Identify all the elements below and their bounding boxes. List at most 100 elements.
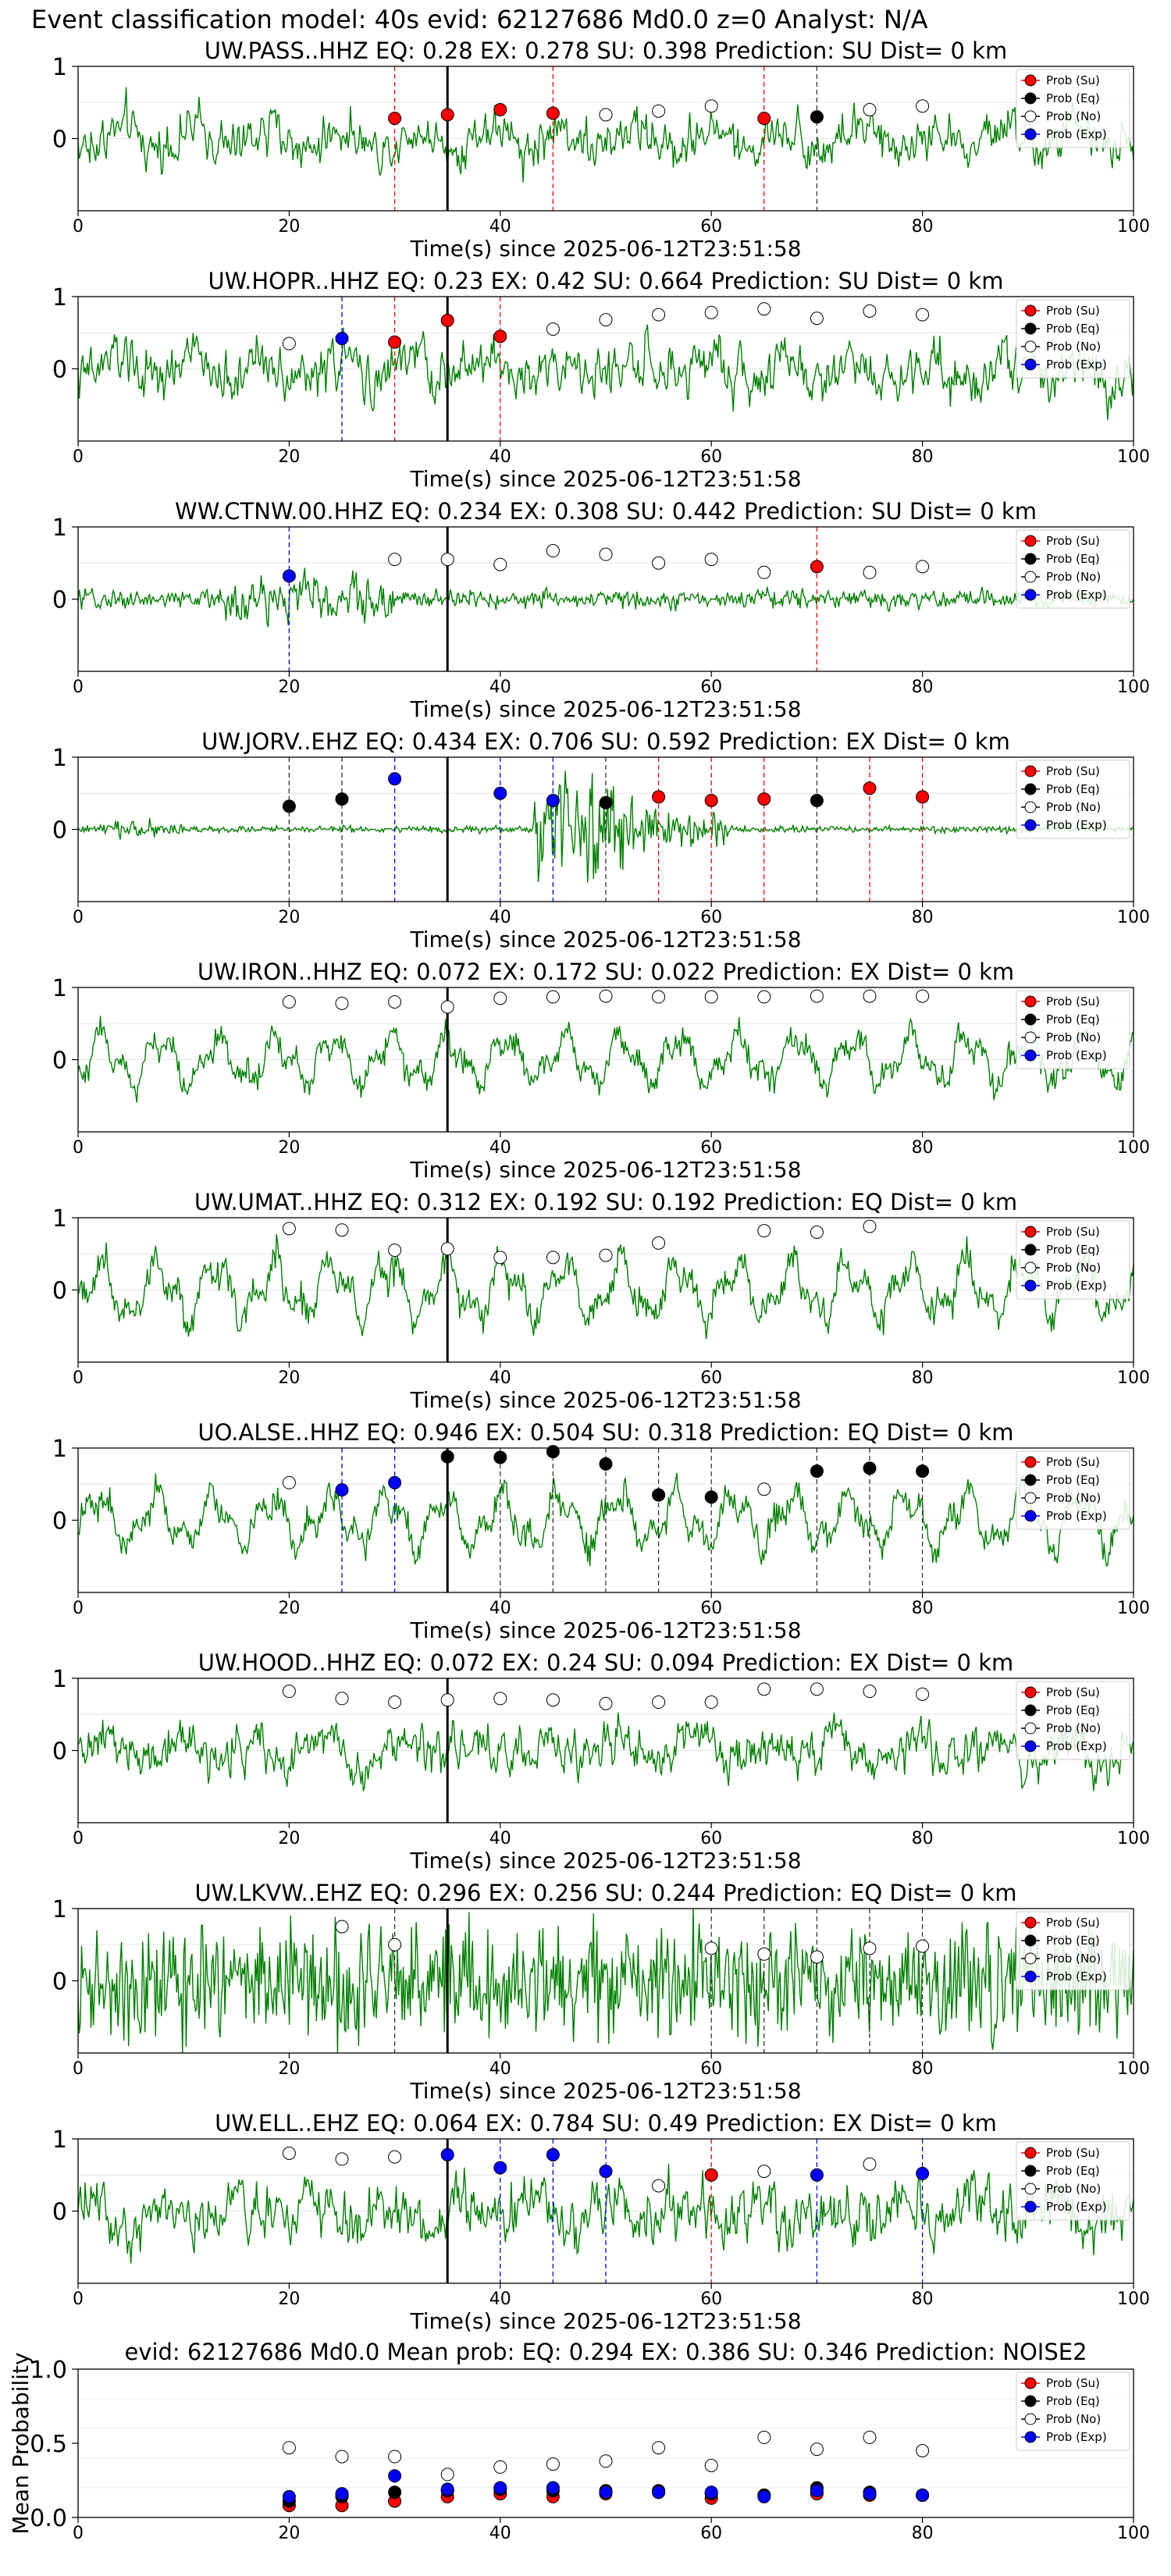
mean-point-no [335, 2450, 349, 2464]
x-tick-label: 100 [1117, 1599, 1150, 1618]
prob-marker-su [757, 792, 771, 806]
legend-marker-exp [1024, 1740, 1037, 1752]
x-tick-label: 80 [912, 2059, 934, 2079]
x-tick-label: 40 [489, 2290, 511, 2309]
y-tick-label: 0 [52, 1969, 67, 1996]
legend-marker-eq [1024, 1934, 1037, 1947]
prob-marker-no [440, 1000, 454, 1014]
prob-marker-su [493, 103, 507, 116]
mean-point-no [282, 2441, 296, 2455]
x-tick-label: 20 [278, 908, 300, 927]
legend-box [1016, 2141, 1130, 2221]
legend-marker-no [1024, 1722, 1037, 1735]
prob-marker-no [599, 108, 613, 122]
y-tick-label: 0 [52, 587, 67, 614]
prob-marker-no [652, 1236, 666, 1250]
legend-label-su: Prob (Su) [1046, 1225, 1100, 1239]
legend-box [1016, 529, 1130, 609]
legend-box [1016, 1450, 1130, 1530]
prob-marker-exp [493, 786, 507, 800]
prob-marker-su [916, 790, 930, 804]
legend-marker-no [1024, 801, 1037, 813]
legend-marker-no [1024, 2183, 1037, 2195]
panel-title: UW.JORV..EHZ EQ: 0.434 EX: 0.706 SU: 0.5… [201, 728, 1010, 755]
mean-point-no [546, 2457, 560, 2471]
legend-marker-eq [1024, 92, 1037, 105]
prob-marker-exp [916, 2166, 930, 2180]
legend-marker-exp [1024, 2201, 1037, 2213]
legend: Prob (Su) Prob (Eq) Prob (No) Prob (Exp) [1016, 760, 1130, 839]
prob-marker-su [704, 794, 718, 807]
panel-4: UW.JORV..EHZ EQ: 0.434 EX: 0.706 SU: 0.5… [52, 728, 1150, 952]
y-axis-label: Mean Probability [8, 2352, 34, 2534]
x-tick-label: 0 [73, 2524, 84, 2543]
prob-marker-su [546, 106, 560, 120]
legend-label-exp: Prob (Exp) [1046, 1739, 1107, 1753]
legend-label-eq: Prob (Eq) [1046, 91, 1100, 105]
prob-marker-no [704, 305, 718, 319]
legend-label-eq: Prob (Eq) [1046, 1473, 1100, 1487]
prob-marker-no [704, 990, 718, 1004]
panel-title: UO.ALSE..HHZ EQ: 0.946 EX: 0.504 SU: 0.3… [198, 1419, 1013, 1446]
legend-marker-su [1024, 74, 1037, 87]
legend-marker-su [1024, 1456, 1037, 1468]
prob-marker-no [546, 1693, 560, 1707]
mean-point-exp [493, 2481, 507, 2495]
legend-label-eq: Prob (Eq) [1046, 1243, 1100, 1257]
prob-marker-no [757, 1224, 771, 1238]
x-tick-label: 100 [1117, 447, 1150, 467]
prob-marker-no [652, 1695, 666, 1710]
x-tick-label: 100 [1117, 2290, 1150, 2309]
x-tick-label: 20 [278, 447, 300, 467]
legend-marker-su [1024, 765, 1037, 777]
prob-marker-no [916, 1939, 930, 1953]
prob-marker-no [757, 2165, 771, 2179]
y-tick-label: 0 [52, 817, 67, 845]
legend-marker-exp [1024, 2431, 1037, 2443]
x-tick-label: 0 [73, 1599, 84, 1618]
legend: Prob (Su) Prob (Eq) Prob (No) Prob (Exp) [1016, 529, 1130, 609]
panel-title: UW.PASS..HHZ EQ: 0.28 EX: 0.278 SU: 0.39… [205, 37, 1007, 64]
legend-marker-eq [1024, 553, 1037, 565]
y-tick-label: 0 [52, 2199, 67, 2226]
legend-marker-no [1024, 1031, 1037, 1044]
legend-label-exp: Prob (Exp) [1046, 818, 1107, 832]
x-tick-label: 40 [489, 217, 511, 237]
prob-marker-no [493, 1692, 507, 1706]
legend-marker-exp [1024, 128, 1037, 141]
x-tick-label: 80 [912, 1829, 934, 1848]
mean-point-exp [282, 2489, 296, 2503]
prob-marker-no [916, 99, 930, 113]
legend-label-exp: Prob (Exp) [1046, 1509, 1107, 1523]
mean-point-exp [599, 2485, 613, 2500]
y-tick-label: 1 [52, 745, 67, 772]
legend-marker-no [1024, 110, 1037, 123]
prob-marker-eq [599, 1457, 613, 1471]
x-tick-label: 40 [489, 1599, 511, 1618]
legend-marker-su [1024, 2147, 1037, 2159]
legend-marker-no [1024, 1952, 1037, 1965]
prob-marker-no [652, 2179, 666, 2193]
prob-marker-eq [916, 1464, 930, 1478]
y-tick-label: 1 [52, 514, 67, 542]
legend-marker-eq [1024, 1244, 1037, 1256]
prob-marker-eq [652, 1488, 666, 1502]
x-tick-label: 80 [912, 678, 934, 697]
legend-marker-exp [1024, 1970, 1037, 1983]
x-tick-label: 60 [700, 1599, 722, 1618]
prob-marker-exp [810, 2168, 824, 2182]
prob-marker-no [757, 1682, 771, 1696]
x-axis-label: Time(s) since 2025-06-12T23:51:58 [409, 2078, 801, 2104]
mean-point-no [440, 2467, 454, 2482]
legend-label-su: Prob (Su) [1046, 1916, 1100, 1930]
panel-title: UW.UMAT..HHZ EQ: 0.312 EX: 0.192 SU: 0.1… [194, 1189, 1017, 1215]
x-tick-label: 40 [489, 447, 511, 467]
prob-marker-no [546, 1251, 560, 1265]
waveform-trace [78, 770, 1134, 883]
x-tick-label: 80 [912, 908, 934, 927]
legend-marker-su [1024, 1916, 1037, 1929]
x-tick-label: 20 [278, 1599, 300, 1618]
prob-marker-su [652, 790, 666, 804]
legend-label-no: Prob (No) [1046, 1261, 1101, 1275]
prob-marker-no [546, 544, 560, 558]
